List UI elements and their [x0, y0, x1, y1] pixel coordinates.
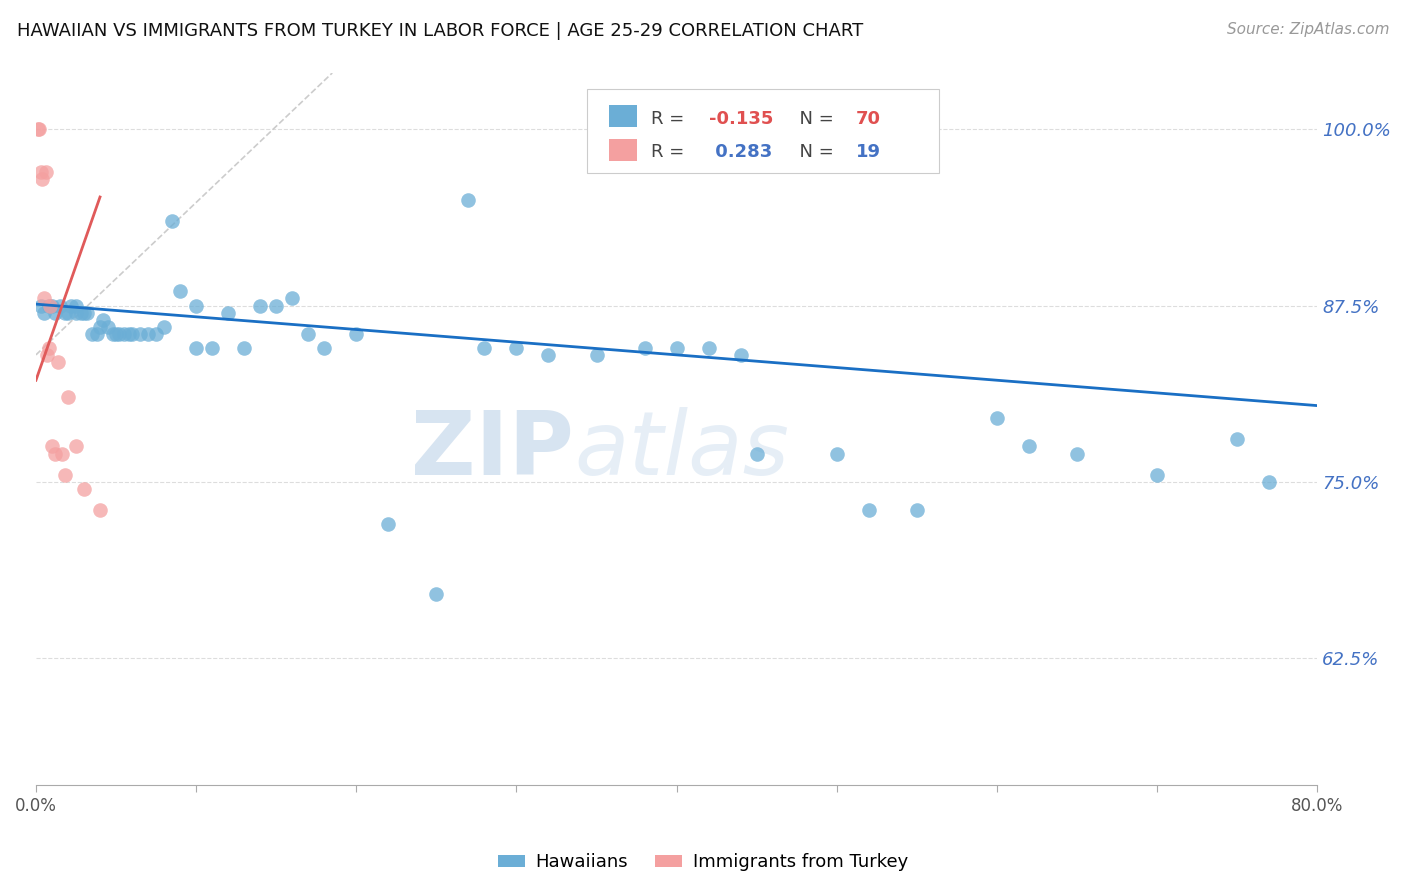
Point — [129, 326, 152, 341]
Point — [145, 326, 167, 341]
Point — [56, 305, 79, 319]
Text: HAWAIIAN VS IMMIGRANTS FROM TURKEY IN LABOR FORCE | AGE 25-29 CORRELATION CHART: HAWAIIAN VS IMMIGRANTS FROM TURKEY IN LA… — [17, 22, 863, 40]
Point — [38, 341, 60, 355]
Point — [160, 214, 183, 228]
Point — [169, 285, 191, 299]
Point — [31, 171, 53, 186]
Point — [905, 503, 928, 517]
Point — [60, 299, 83, 313]
Text: N =: N = — [789, 144, 839, 161]
Text: 70: 70 — [856, 110, 882, 128]
Text: R =: R = — [651, 110, 690, 128]
Point — [505, 341, 527, 355]
Point — [314, 341, 336, 355]
Point — [91, 312, 114, 326]
Point — [1018, 440, 1040, 454]
FancyBboxPatch shape — [609, 105, 637, 127]
Point — [297, 326, 319, 341]
Point — [1146, 467, 1168, 482]
Point — [697, 341, 720, 355]
Point — [112, 326, 135, 341]
Point — [665, 341, 688, 355]
Point — [73, 482, 96, 496]
Point — [249, 299, 271, 313]
Point — [344, 326, 367, 341]
Point — [108, 326, 131, 341]
Point — [101, 326, 124, 341]
Point — [118, 326, 141, 341]
Point — [51, 446, 73, 460]
Point — [28, 122, 51, 136]
Text: 19: 19 — [856, 144, 882, 161]
Point — [39, 299, 62, 313]
Point — [89, 503, 111, 517]
Point — [1066, 446, 1088, 460]
Point — [585, 348, 607, 362]
Text: Source: ZipAtlas.com: Source: ZipAtlas.com — [1226, 22, 1389, 37]
Legend: Hawaiians, Immigrants from Turkey: Hawaiians, Immigrants from Turkey — [491, 847, 915, 879]
Point — [457, 193, 479, 207]
Text: 0.283: 0.283 — [709, 144, 772, 161]
Point — [38, 299, 60, 313]
Point — [377, 516, 399, 531]
Point — [86, 326, 108, 341]
Point — [49, 299, 72, 313]
Point — [48, 355, 70, 369]
Text: -0.135: -0.135 — [709, 110, 773, 128]
Point — [56, 390, 79, 404]
Point — [217, 305, 239, 319]
Point — [201, 341, 224, 355]
Point — [233, 341, 256, 355]
Point — [32, 292, 55, 306]
Point — [69, 305, 91, 319]
Point — [121, 326, 143, 341]
Text: N =: N = — [789, 110, 839, 128]
Point — [32, 305, 55, 319]
Point — [1226, 433, 1249, 447]
Point — [30, 164, 52, 178]
Point — [184, 299, 207, 313]
Point — [97, 319, 120, 334]
Point — [30, 299, 52, 313]
Point — [53, 305, 76, 319]
Point — [53, 467, 76, 482]
Point — [73, 305, 96, 319]
Point — [825, 446, 848, 460]
Text: R =: R = — [651, 144, 690, 161]
Point — [44, 446, 66, 460]
Point — [65, 440, 87, 454]
Point — [425, 587, 447, 601]
Point — [858, 503, 880, 517]
Point — [281, 292, 304, 306]
Point — [153, 319, 176, 334]
Point — [27, 122, 49, 136]
Point — [89, 319, 111, 334]
Point — [105, 326, 128, 341]
Point — [41, 299, 63, 313]
FancyBboxPatch shape — [609, 139, 637, 161]
Point — [745, 446, 768, 460]
Point — [474, 341, 496, 355]
Point — [537, 348, 560, 362]
Point — [136, 326, 159, 341]
Point — [44, 305, 66, 319]
Point — [65, 305, 87, 319]
Point — [34, 164, 56, 178]
FancyBboxPatch shape — [586, 88, 939, 173]
Point — [80, 326, 103, 341]
Point — [37, 348, 59, 362]
Point — [986, 411, 1008, 425]
Point — [41, 440, 63, 454]
Point — [76, 305, 98, 319]
Point — [184, 341, 207, 355]
Text: ZIP: ZIP — [412, 407, 574, 493]
Point — [633, 341, 655, 355]
Point — [65, 299, 87, 313]
Point — [1258, 475, 1281, 489]
Text: atlas: atlas — [574, 408, 789, 493]
Point — [730, 348, 752, 362]
Point — [264, 299, 287, 313]
